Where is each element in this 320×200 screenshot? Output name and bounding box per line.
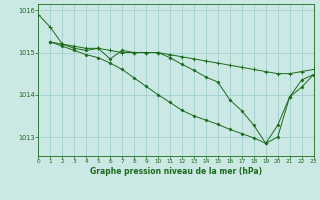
X-axis label: Graphe pression niveau de la mer (hPa): Graphe pression niveau de la mer (hPa) bbox=[90, 167, 262, 176]
